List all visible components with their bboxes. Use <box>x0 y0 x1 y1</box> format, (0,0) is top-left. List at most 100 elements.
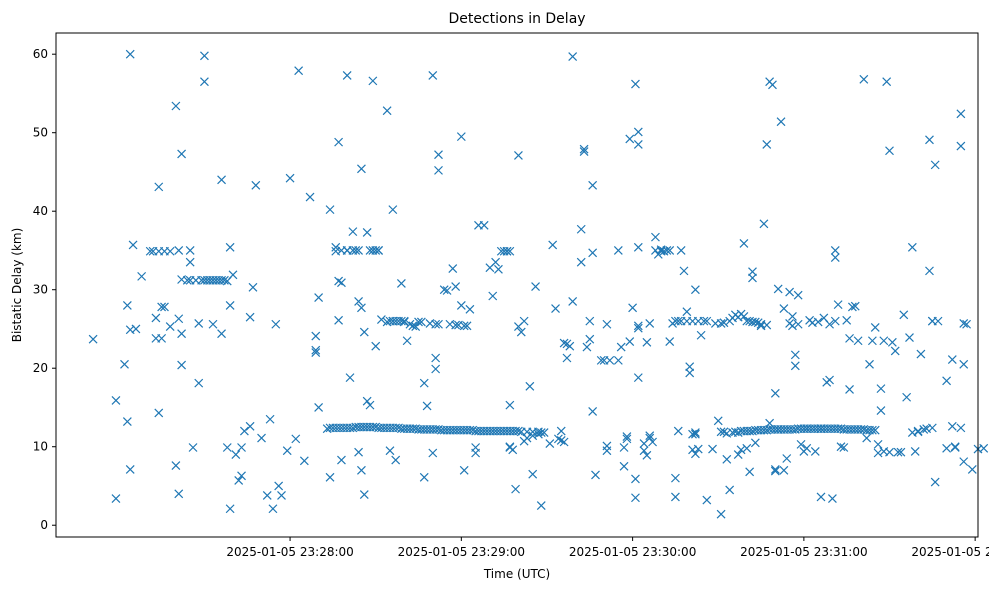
data-point <box>585 316 595 326</box>
data-point <box>305 192 315 202</box>
data-point <box>434 165 443 175</box>
data-point <box>716 427 726 437</box>
data-point <box>434 150 443 160</box>
data-point <box>411 322 421 332</box>
y-tick-label: 50 <box>33 126 48 140</box>
data-point <box>967 465 977 474</box>
data-point <box>311 331 321 341</box>
data-point <box>836 442 846 452</box>
data-point <box>120 359 129 369</box>
data-point <box>582 342 592 352</box>
data-point <box>208 319 218 329</box>
data-point <box>616 342 626 352</box>
y-axis-label: Bistatic Delay (km) <box>10 228 24 343</box>
data-point <box>679 266 689 276</box>
data-point <box>759 219 769 229</box>
data-point <box>462 321 472 331</box>
data-point <box>311 345 321 355</box>
data-point <box>930 477 940 487</box>
data-point <box>194 319 204 328</box>
data-point <box>251 180 261 190</box>
data-point <box>337 278 346 288</box>
data-point <box>853 336 863 346</box>
data-point <box>788 311 797 321</box>
data-point <box>622 434 632 444</box>
data-point <box>559 338 569 348</box>
data-point <box>222 443 232 452</box>
data-point <box>354 246 364 255</box>
data-point <box>334 137 344 147</box>
data-point <box>722 454 732 464</box>
data-point <box>845 384 854 394</box>
data-point <box>719 318 729 328</box>
data-point <box>528 431 538 441</box>
data-point <box>633 242 643 252</box>
data-point <box>325 205 335 215</box>
data-point <box>291 434 301 444</box>
data-point <box>111 395 121 405</box>
data-point <box>285 173 295 183</box>
data-point <box>785 287 795 297</box>
data-point <box>631 474 640 484</box>
data-point <box>719 427 729 437</box>
data-point <box>776 117 786 127</box>
data-point <box>365 400 375 410</box>
data-point <box>368 76 378 86</box>
data-point <box>325 472 335 482</box>
data-point <box>553 434 563 444</box>
data-point <box>588 406 598 416</box>
y-tick-label: 0 <box>40 518 48 532</box>
y-tick-label: 30 <box>33 283 48 297</box>
data-point <box>282 446 292 456</box>
data-point <box>670 492 680 502</box>
data-point <box>508 445 518 455</box>
data-point <box>568 297 578 306</box>
data-point <box>865 359 874 369</box>
data-point <box>428 448 438 458</box>
data-point <box>673 316 683 326</box>
data-point <box>950 443 960 452</box>
data-point <box>465 304 475 314</box>
data-point <box>459 465 469 475</box>
axis-ticks: 2025-01-05 23:28:00 2025-01-05 23:29:00 20… <box>33 47 989 559</box>
data-point <box>716 319 726 328</box>
data-point <box>788 321 797 331</box>
data-point <box>782 454 792 463</box>
data-point <box>188 443 198 452</box>
data-point <box>505 246 515 256</box>
data-point <box>690 285 700 295</box>
data-point <box>514 151 523 160</box>
data-point <box>708 444 717 454</box>
data-point <box>533 429 543 439</box>
data-point <box>905 333 914 343</box>
data-point <box>839 443 849 452</box>
data-point <box>690 428 700 438</box>
data-point <box>619 443 629 452</box>
data-point <box>742 443 752 453</box>
data-point <box>391 455 401 465</box>
data-point <box>225 300 235 310</box>
data-point <box>790 361 800 371</box>
data-point <box>125 49 135 59</box>
data-point <box>396 279 406 288</box>
data-point <box>434 319 443 329</box>
y-tick-label: 20 <box>33 361 48 375</box>
data-point <box>382 106 392 116</box>
data-point <box>842 315 852 325</box>
data-point <box>294 66 304 76</box>
data-point <box>588 180 598 190</box>
data-point <box>619 461 629 471</box>
data-point <box>405 319 415 329</box>
data-point <box>702 316 712 326</box>
data-point <box>128 240 138 250</box>
data-point <box>494 264 503 274</box>
data-point <box>833 300 843 310</box>
data-point <box>885 447 894 457</box>
data-point <box>442 286 452 295</box>
data-point <box>371 341 381 351</box>
data-point <box>359 327 369 337</box>
data-point <box>185 246 195 255</box>
data-point <box>648 437 658 447</box>
data-point <box>334 315 344 325</box>
data-point <box>416 317 426 327</box>
